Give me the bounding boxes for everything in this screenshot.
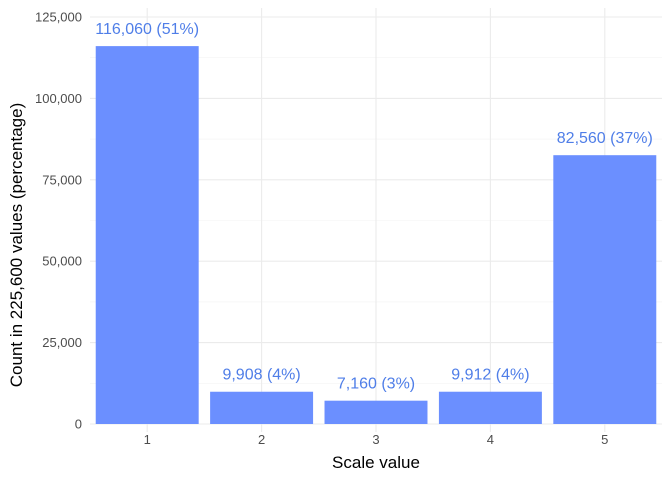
data-labels: 116,060 (51%) 9,908 (4%) 7,160 (3%) 9,912 (… (95, 21, 653, 393)
data-label-2: 9,908 (4%) (222, 367, 300, 384)
x-tick-label: 2 (258, 432, 265, 447)
data-label-5: 82,560 (37%) (557, 130, 653, 147)
y-axis-title: Count in 225,600 values (percentage) (7, 103, 26, 387)
data-label-3: 7,160 (3%) (337, 376, 415, 393)
data-label-1: 116,060 (51%) (95, 21, 199, 38)
x-tick-label: 3 (372, 432, 379, 447)
x-tick-label: 5 (601, 432, 608, 447)
x-axis-title: Scale value (332, 453, 420, 472)
y-tick-label: 75,000 (42, 172, 82, 187)
y-tick-label: 25,000 (42, 335, 82, 350)
data-label-4: 9,912 (4%) (451, 367, 529, 384)
y-tick-label: 0 (75, 417, 82, 432)
x-tick-label: 4 (487, 432, 494, 447)
bar-3 (324, 400, 428, 424)
bar-2 (210, 391, 314, 424)
y-axis-ticks: 0 25,000 50,000 75,000 100,000 125,000 (35, 10, 82, 432)
bar-1 (95, 46, 199, 424)
y-tick-label: 50,000 (42, 254, 82, 269)
x-axis-ticks: 1 2 3 4 5 (144, 432, 609, 447)
bar-5 (553, 155, 657, 425)
y-tick-label: 100,000 (35, 91, 82, 106)
x-tick-label: 1 (144, 432, 151, 447)
bar-4 (438, 391, 542, 424)
y-tick-label: 125,000 (35, 10, 82, 25)
bars (95, 46, 657, 425)
